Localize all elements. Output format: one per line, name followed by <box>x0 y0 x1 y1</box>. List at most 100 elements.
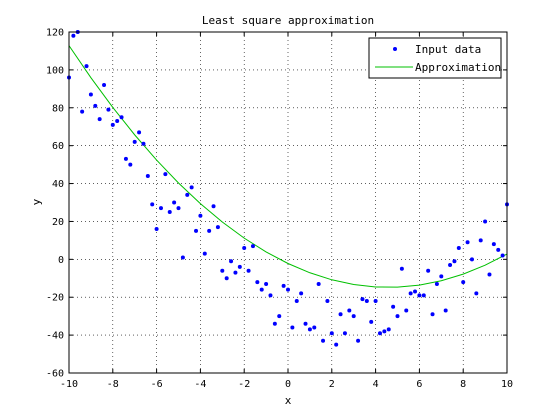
legend-label-input-data: Input data <box>415 43 481 56</box>
input-data-point <box>461 280 466 285</box>
input-data-point <box>264 281 269 286</box>
plot-area <box>69 32 507 373</box>
y-tick-label: -20 <box>46 293 64 304</box>
input-data-point <box>246 268 251 273</box>
input-data-point <box>167 209 172 214</box>
input-data-point <box>338 312 343 317</box>
input-data-point <box>281 283 286 288</box>
input-data-point <box>377 331 382 336</box>
input-data-point <box>172 200 177 205</box>
input-data-point <box>102 83 107 88</box>
x-tick-label: -6 <box>151 379 163 390</box>
input-data-point <box>483 219 488 224</box>
input-data-point <box>93 103 98 108</box>
input-data-point <box>386 327 391 332</box>
input-data-point <box>110 122 115 127</box>
input-data-point <box>176 206 181 211</box>
input-data-point <box>277 314 282 319</box>
input-data-point <box>342 331 347 336</box>
x-tick-label: 2 <box>329 379 335 390</box>
input-data-point <box>185 192 190 197</box>
input-data-point <box>189 185 194 190</box>
input-data-point <box>71 33 76 38</box>
input-data-point <box>132 139 137 144</box>
input-data-point <box>299 291 304 296</box>
input-data-point <box>106 107 111 112</box>
input-data-point <box>80 109 85 114</box>
input-data-point <box>334 342 339 347</box>
input-data-point <box>413 289 418 294</box>
input-data-point <box>141 141 146 146</box>
input-data-point <box>456 245 461 250</box>
input-data-point <box>417 293 422 298</box>
input-data-point <box>356 338 361 343</box>
chart-title: Least square approximation <box>202 14 374 27</box>
input-data-point <box>242 245 247 250</box>
input-data-point <box>123 156 128 161</box>
input-data-point <box>474 291 479 296</box>
input-data-point <box>158 206 163 211</box>
input-data-point <box>286 287 290 292</box>
input-data-point <box>220 268 225 273</box>
input-data-series <box>67 30 509 347</box>
legend: Input data Approximation <box>368 37 502 79</box>
y-tick-label: 20 <box>52 217 64 228</box>
input-data-point <box>478 238 483 243</box>
legend-box <box>368 37 502 79</box>
input-data-point <box>272 321 277 326</box>
input-data-point <box>255 280 260 285</box>
x-tick-label: -10 <box>60 379 78 390</box>
x-axis-label: x <box>285 394 292 407</box>
input-data-point <box>496 247 501 252</box>
input-data-point <box>382 329 387 334</box>
x-tick-label: 0 <box>285 379 291 390</box>
input-data-point <box>180 255 185 260</box>
input-data-point <box>145 173 150 178</box>
input-data-point <box>211 204 216 209</box>
input-data-point <box>329 331 334 336</box>
input-data-point <box>294 299 299 304</box>
input-data-point <box>316 281 321 286</box>
input-data-point <box>448 263 453 268</box>
input-data-point <box>224 276 229 281</box>
input-data-point <box>373 299 378 304</box>
y-tick-label: 100 <box>46 65 64 76</box>
input-data-point <box>215 225 220 230</box>
x-tick-label: 8 <box>460 379 466 390</box>
x-tick-label: -8 <box>107 379 119 390</box>
input-data-point <box>119 115 124 120</box>
input-data-point <box>391 304 396 309</box>
input-data-point <box>88 92 93 97</box>
input-data-point <box>194 228 199 233</box>
input-data-point <box>229 259 234 264</box>
input-data-point <box>312 325 317 330</box>
input-data-point <box>268 293 273 298</box>
y-tick-label: -40 <box>46 331 64 342</box>
input-data-point <box>404 308 409 313</box>
legend-marker-input-data <box>393 47 397 51</box>
input-data-point <box>97 117 102 122</box>
input-data-point <box>408 291 413 296</box>
input-data-point <box>259 287 264 292</box>
input-data-point <box>399 266 404 271</box>
x-tick-label: 6 <box>416 379 422 390</box>
input-data-point <box>434 281 439 286</box>
input-data-point <box>500 253 505 258</box>
input-data-point <box>84 64 89 69</box>
input-data-point <box>202 251 207 256</box>
x-tick-labels: -10 -8 -6 -4 -2 0 2 4 6 8 10 <box>60 379 513 390</box>
input-data-point <box>465 240 470 245</box>
x-tick-label: 4 <box>373 379 379 390</box>
axis-ticks <box>68 31 508 374</box>
x-tick-label: -2 <box>238 379 250 390</box>
input-data-point <box>250 244 255 249</box>
input-data-point <box>426 268 431 273</box>
input-data-point <box>137 130 142 135</box>
grid-lines <box>69 32 507 373</box>
input-data-point <box>154 227 159 232</box>
input-data-point <box>452 259 457 264</box>
input-data-point <box>369 319 374 324</box>
y-tick-labels: -60 -40 -20 0 20 40 60 80 100 120 <box>46 28 64 380</box>
legend-label-approximation: Approximation <box>415 61 501 74</box>
